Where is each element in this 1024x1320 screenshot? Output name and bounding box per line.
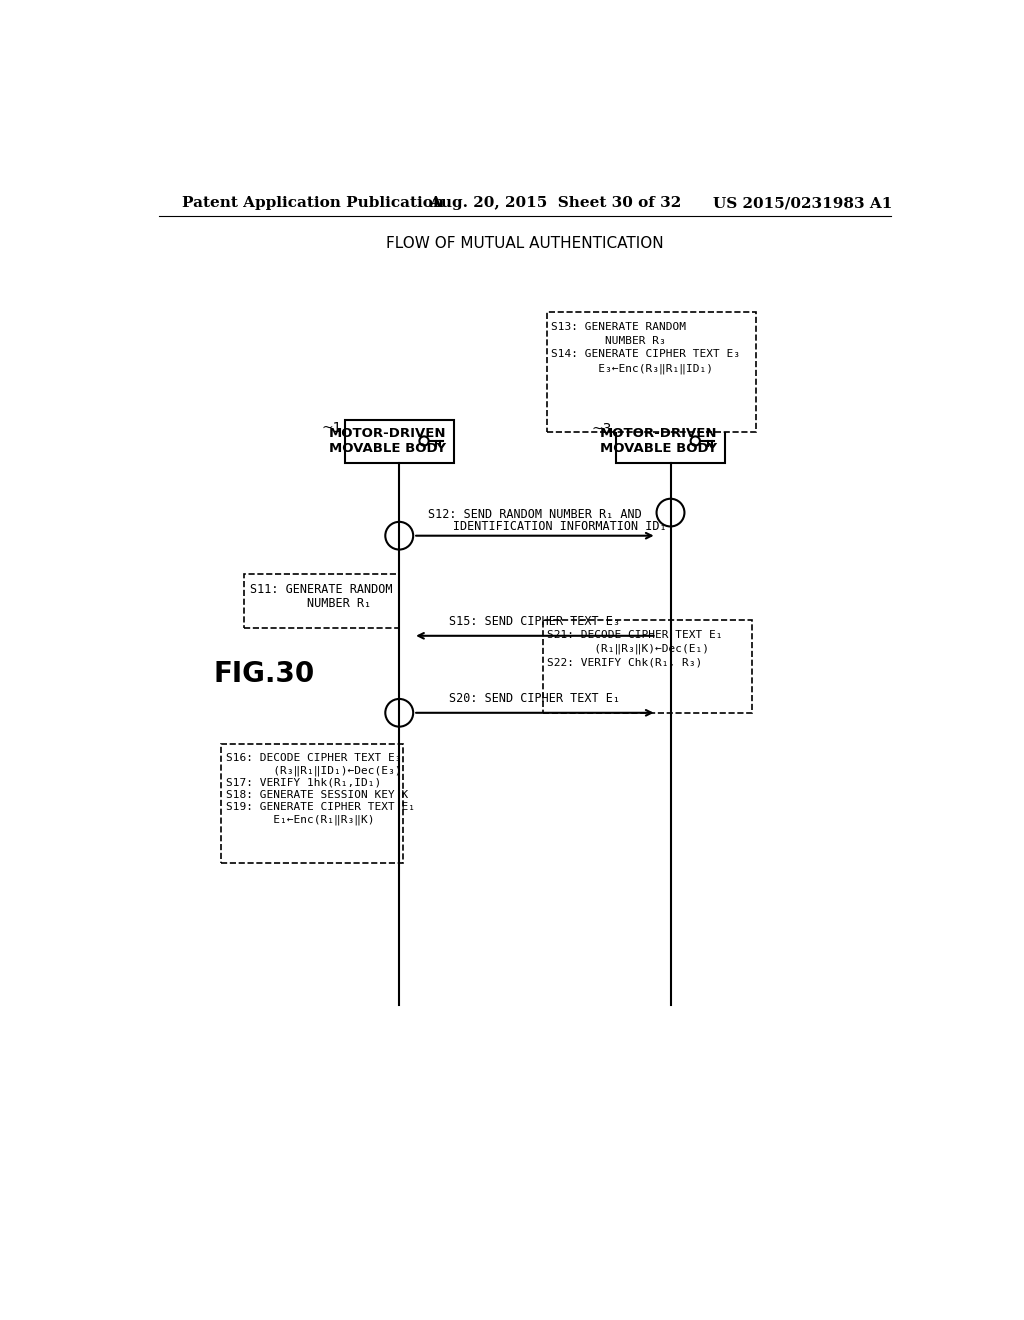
- Bar: [221, 743, 403, 863]
- Text: FIG.30: FIG.30: [213, 660, 314, 688]
- Text: E₁←Enc(R₁‖R₃‖K): E₁←Enc(R₁‖R₃‖K): [225, 814, 374, 825]
- Text: FLOW OF MUTUAL AUTHENTICATION: FLOW OF MUTUAL AUTHENTICATION: [386, 235, 664, 251]
- Text: S18: GENERATE SESSION KEY K: S18: GENERATE SESSION KEY K: [225, 789, 408, 800]
- Text: IDENTIFICATION INFORMATION ID₁: IDENTIFICATION INFORMATION ID₁: [403, 520, 667, 533]
- Text: S13: GENERATE RANDOM: S13: GENERATE RANDOM: [551, 322, 686, 331]
- Text: S22: VERIFY Chk(R₁, R₃): S22: VERIFY Chk(R₁, R₃): [547, 657, 702, 668]
- Text: S12: SEND RANDOM NUMBER R₁ AND: S12: SEND RANDOM NUMBER R₁ AND: [428, 508, 642, 520]
- Text: NUMBER R₃: NUMBER R₃: [551, 335, 666, 346]
- Bar: [345, 420, 454, 462]
- Text: ~3: ~3: [592, 422, 611, 437]
- Bar: [543, 620, 752, 713]
- Text: S15: SEND CIPHER TEXT E₃: S15: SEND CIPHER TEXT E₃: [450, 615, 621, 628]
- Text: Patent Application Publication: Patent Application Publication: [182, 197, 444, 210]
- Text: Aug. 20, 2015  Sheet 30 of 32: Aug. 20, 2015 Sheet 30 of 32: [429, 197, 681, 210]
- Bar: [245, 574, 399, 628]
- Text: (R₃‖R₁‖ID₁)←Dec(E₃): (R₃‖R₁‖ID₁)←Dec(E₃): [225, 766, 401, 776]
- Text: E₃←Enc(R₃‖R₁‖ID₁): E₃←Enc(R₃‖R₁‖ID₁): [551, 363, 713, 374]
- Text: (R₁‖R₃‖K)←Dec(E₁): (R₁‖R₃‖K)←Dec(E₁): [547, 644, 710, 653]
- Text: S17: VERIFY 1hk(R₁,ID₁): S17: VERIFY 1hk(R₁,ID₁): [225, 777, 381, 788]
- Text: S14: GENERATE CIPHER TEXT E₃: S14: GENERATE CIPHER TEXT E₃: [551, 350, 740, 359]
- Bar: [547, 313, 756, 432]
- Text: MOTOR-DRIVEN
MOVABLE BODY: MOTOR-DRIVEN MOVABLE BODY: [600, 426, 718, 455]
- Text: MOTOR-DRIVEN
MOVABLE BODY: MOTOR-DRIVEN MOVABLE BODY: [329, 426, 446, 455]
- Text: S20: SEND CIPHER TEXT E₁: S20: SEND CIPHER TEXT E₁: [450, 693, 621, 705]
- Text: S16: DECODE CIPHER TEXT E₃: S16: DECODE CIPHER TEXT E₃: [225, 752, 401, 763]
- Text: S19: GENERATE CIPHER TEXT E₁: S19: GENERATE CIPHER TEXT E₁: [225, 803, 415, 812]
- Text: S21: DECODE CIPHER TEXT E₁: S21: DECODE CIPHER TEXT E₁: [547, 630, 723, 640]
- Text: US 2015/0231983 A1: US 2015/0231983 A1: [713, 197, 893, 210]
- Text: ~1: ~1: [322, 421, 342, 434]
- Text: NUMBER R₁: NUMBER R₁: [251, 598, 372, 610]
- Bar: [616, 420, 725, 462]
- Text: S11: GENERATE RANDOM: S11: GENERATE RANDOM: [251, 583, 393, 597]
